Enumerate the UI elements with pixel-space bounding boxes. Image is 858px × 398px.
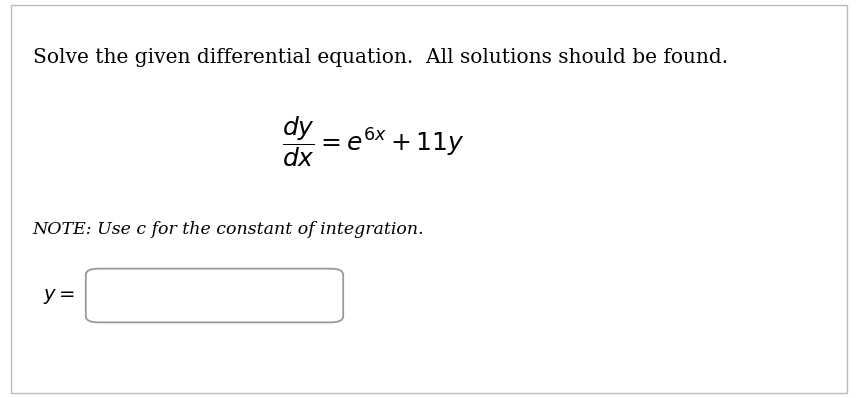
Text: $\dfrac{dy}{dx} = e^{6x} + 11y$: $\dfrac{dy}{dx} = e^{6x} + 11y$ <box>281 114 465 169</box>
FancyBboxPatch shape <box>86 269 343 322</box>
Text: NOTE: Use c for the constant of integration.: NOTE: Use c for the constant of integrat… <box>33 221 424 238</box>
Text: Solve the given differential equation.  All solutions should be found.: Solve the given differential equation. A… <box>33 48 728 67</box>
Text: $y =$: $y =$ <box>43 287 76 306</box>
